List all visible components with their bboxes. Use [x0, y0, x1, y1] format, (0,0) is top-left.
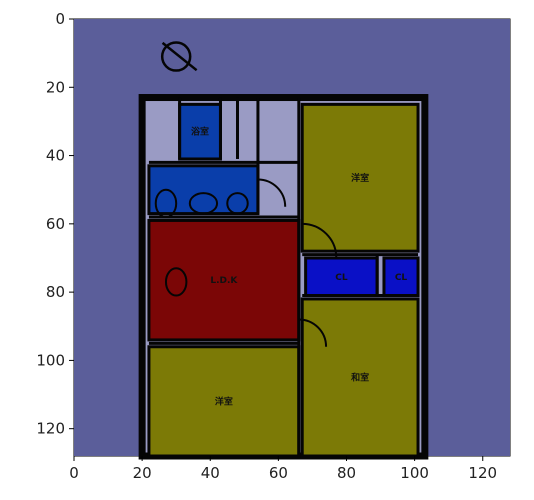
door-arc-0	[302, 222, 338, 258]
y-tick-label: 60	[46, 215, 65, 233]
x-tick-label: 100	[400, 464, 429, 482]
x-tick-label: 120	[468, 464, 497, 482]
compass-icon	[160, 41, 192, 72]
room-olive-bottom-right	[300, 297, 420, 458]
room-label-olive-top-right: 洋室	[351, 172, 369, 184]
room-label-closet-left: CL	[335, 273, 348, 283]
fixture-0	[154, 188, 178, 219]
room-label-olive-bottom-right: 和室	[350, 371, 369, 383]
y-tick-label: 20	[46, 78, 65, 96]
x-tick-label: 80	[337, 464, 356, 482]
door-arc-2	[257, 178, 287, 207]
y-tick-label: 80	[46, 283, 65, 301]
room-olive-top-right	[300, 102, 420, 253]
room-closet-right	[382, 256, 420, 298]
y-axis: 0 20 40 60 80 100 120	[36, 10, 74, 438]
y-tick-label: 100	[36, 351, 65, 369]
x-tick-label: 40	[201, 464, 220, 482]
door-arc-1	[298, 318, 328, 347]
y-tick-label: 120	[36, 420, 65, 438]
fixture-1	[188, 192, 219, 215]
room-label-olive-bottom-left: 洋室	[215, 395, 233, 407]
x-axis: 0 20 40 60 80 100 120	[69, 456, 497, 482]
room-label-red-ldk: L.D.K	[210, 276, 238, 286]
x-tick-label: 0	[69, 464, 79, 482]
fixture-2	[226, 192, 249, 215]
x-tick-label: 20	[133, 464, 152, 482]
y-tick-label: 0	[55, 10, 65, 28]
room-label-closet-right: CL	[395, 273, 408, 283]
y-tick-label: 40	[46, 147, 65, 165]
x-tick-label: 60	[269, 464, 288, 482]
fixture-3	[164, 267, 188, 297]
room-olive-bottom-left	[147, 345, 301, 458]
room-label-blue-wc: 浴室	[191, 126, 209, 138]
compass-needle	[161, 41, 198, 72]
